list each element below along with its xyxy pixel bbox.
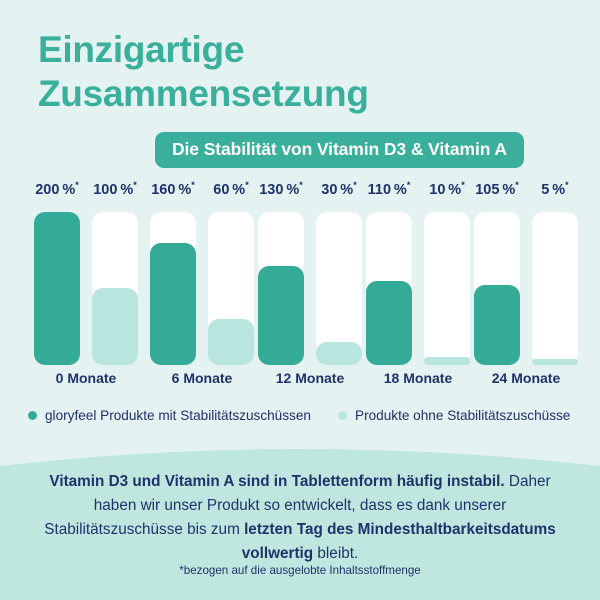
bar — [316, 212, 362, 365]
bar — [258, 212, 304, 365]
subtitle-badge: Die Stabilität von Vitamin D3 & Vitamin … — [155, 132, 524, 168]
bar-fill — [150, 243, 196, 365]
x-axis-label: 6 Monate — [171, 370, 233, 386]
bar-fill — [92, 288, 138, 365]
footnote: *bezogen auf die ausgelobte Inhaltsstoff… — [179, 564, 421, 577]
bar-fill — [532, 359, 578, 365]
x-axis-label: 18 Monate — [383, 370, 453, 386]
summary-panel: Vitamin D3 und Vitamin A sind in Tablett… — [0, 436, 600, 600]
bar-value-label: 5 %* — [541, 180, 569, 198]
bar-value-label: 160 %* — [151, 180, 195, 198]
bar-value-label: 130 %* — [259, 180, 303, 198]
bar-value-label: 200 %* — [35, 180, 79, 198]
panel-curved-background — [0, 449, 600, 600]
bar-value-label: 105 %* — [475, 180, 519, 198]
title-line-2: Zusammensetzung — [38, 73, 369, 114]
legend-label: gloryfeel Produkte mit Stabilitätszuschü… — [45, 408, 311, 423]
bar-group: 160 %* 60 %* 6 Monate — [150, 180, 254, 392]
x-axis-label: 0 Monate — [55, 370, 117, 386]
bar-fill — [366, 281, 412, 365]
bar-fill — [258, 266, 304, 365]
bar-track — [316, 212, 362, 365]
legend-item: Produkte ohne Stabilitätszuschüsse — [338, 408, 570, 423]
bar-group: 105 %* 5 %* 24 Monate — [474, 180, 578, 392]
bar-group: 110 %* 10 %* 18 Monate — [366, 180, 470, 392]
bar-track — [424, 212, 470, 365]
bar — [150, 212, 196, 365]
bar — [474, 212, 520, 365]
bar-track — [532, 212, 578, 365]
x-axis-label: 24 Monate — [491, 370, 561, 386]
summary-text: bleibt. — [313, 545, 359, 562]
legend-swatch-icon — [338, 411, 347, 420]
bar-fill — [316, 342, 362, 365]
bar-fill — [34, 212, 80, 365]
bar-value-label: 30 %* — [321, 180, 357, 198]
stability-bar-chart: 200 %* 100 %* 0 Monate 160 %* 60 %* 6 Monate 1… — [0, 180, 600, 392]
bar — [532, 212, 578, 365]
x-axis-label: 12 Monate — [275, 370, 345, 386]
bar-value-label: 60 %* — [213, 180, 249, 198]
bar — [34, 212, 80, 365]
summary-emphasis: letzten Tag des Mindesthaltbarkeitsdatum… — [241, 521, 556, 562]
bar-value-label: 10 %* — [429, 180, 465, 198]
page-title: Einzigartige Zusammensetzung — [38, 28, 578, 116]
bar-value-label: 100 %* — [93, 180, 137, 198]
bar — [424, 212, 470, 365]
summary-text: Daher haben wir unser Produkt so entwick… — [44, 473, 551, 538]
bar — [366, 212, 412, 365]
bar-value-label: 110 %* — [367, 180, 411, 198]
summary-paragraph: Vitamin D3 und Vitamin A sind in Tablett… — [30, 470, 570, 566]
bar-fill — [474, 285, 520, 365]
legend-item: gloryfeel Produkte mit Stabilitätszuschü… — [28, 408, 311, 423]
bar-fill — [424, 357, 470, 365]
bar — [208, 212, 254, 365]
legend-label: Produkte ohne Stabilitätszuschüsse — [355, 408, 571, 423]
title-line-1: Einzigartige — [38, 29, 245, 70]
legend-swatch-icon — [28, 411, 37, 420]
bar-fill — [208, 319, 254, 365]
bar — [92, 212, 138, 365]
chart-legend: gloryfeel Produkte mit Stabilitätszuschü… — [0, 408, 600, 434]
summary-emphasis: Vitamin D3 und Vitamin A sind in Tablett… — [49, 473, 505, 490]
bar-group: 130 %* 30 %* 12 Monate — [258, 180, 362, 392]
bar-group: 200 %* 100 %* 0 Monate — [34, 180, 138, 392]
